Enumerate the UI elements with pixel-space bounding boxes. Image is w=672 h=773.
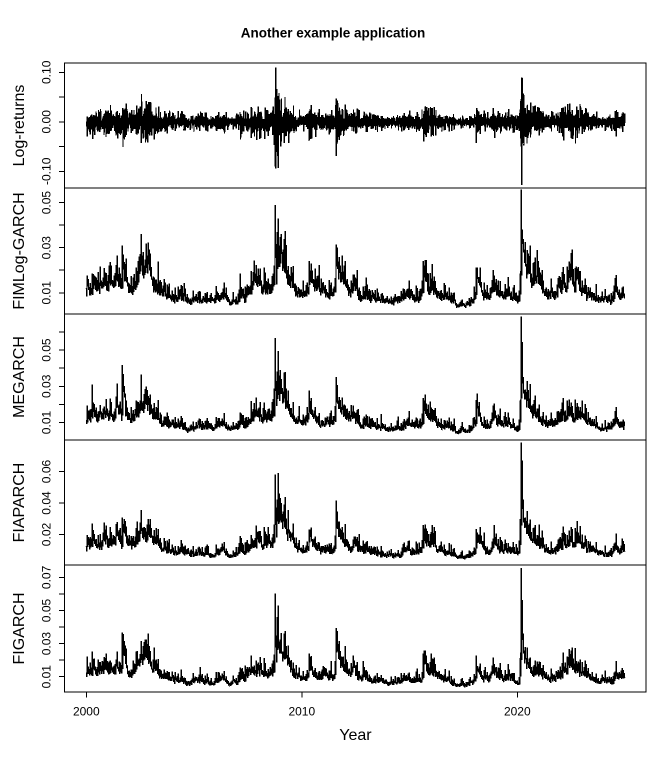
svg-text:-0.10: -0.10 bbox=[40, 157, 54, 185]
svg-text:0.04: 0.04 bbox=[40, 491, 54, 515]
svg-text:0.05: 0.05 bbox=[40, 191, 54, 215]
svg-text:0.02: 0.02 bbox=[40, 522, 54, 546]
svg-text:0.03: 0.03 bbox=[40, 632, 54, 656]
svg-text:FIGARCH: FIGARCH bbox=[11, 593, 28, 665]
svg-text:0.00: 0.00 bbox=[40, 110, 54, 134]
svg-text:Log-returns: Log-returns bbox=[11, 85, 28, 167]
svg-text:Another example application: Another example application bbox=[241, 26, 426, 41]
svg-text:0.01: 0.01 bbox=[40, 665, 54, 689]
svg-text:Year: Year bbox=[339, 727, 372, 744]
svg-text:0.03: 0.03 bbox=[40, 374, 54, 398]
svg-text:FIMLog-GARCH: FIMLog-GARCH bbox=[11, 192, 28, 309]
svg-text:FIAPARCH: FIAPARCH bbox=[11, 463, 28, 543]
svg-text:2000: 2000 bbox=[73, 705, 100, 719]
svg-text:0.07: 0.07 bbox=[40, 565, 54, 589]
svg-text:2020: 2020 bbox=[504, 705, 531, 719]
svg-text:0.06: 0.06 bbox=[40, 459, 54, 483]
svg-text:0.05: 0.05 bbox=[40, 598, 54, 622]
svg-text:0.05: 0.05 bbox=[40, 338, 54, 362]
svg-text:0.03: 0.03 bbox=[40, 236, 54, 260]
svg-text:MEGARCH: MEGARCH bbox=[11, 336, 28, 418]
svg-text:2010: 2010 bbox=[288, 705, 315, 719]
svg-text:0.01: 0.01 bbox=[40, 410, 54, 434]
svg-text:0.01: 0.01 bbox=[40, 281, 54, 305]
svg-text:0.10: 0.10 bbox=[40, 60, 54, 84]
